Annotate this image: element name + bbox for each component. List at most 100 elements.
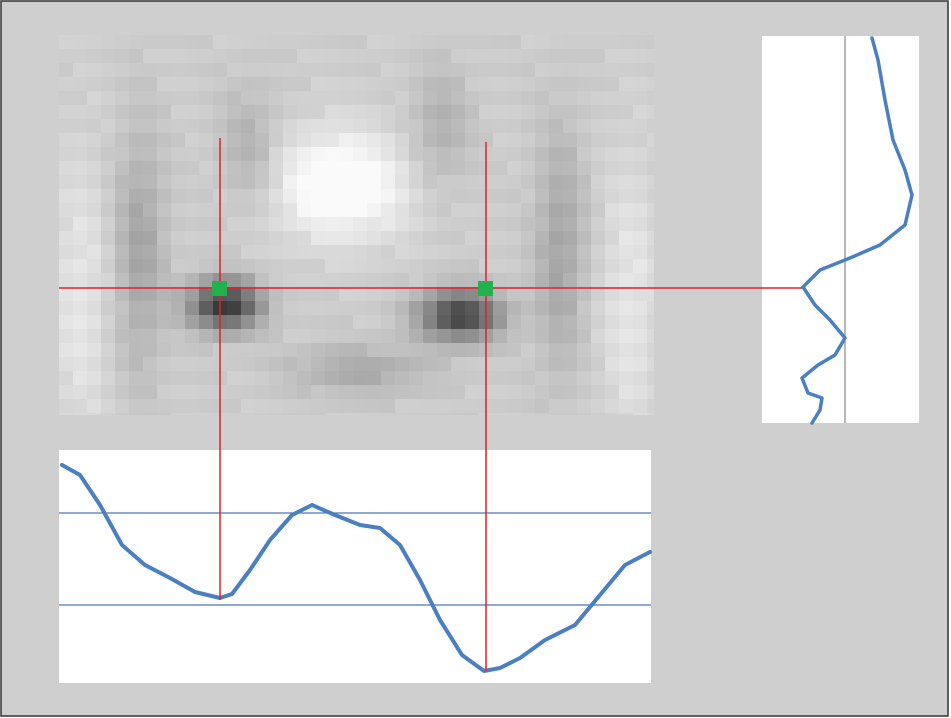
image-pixel — [185, 189, 199, 203]
marker — [212, 281, 227, 296]
image-pixel — [563, 133, 577, 147]
image-pixel — [185, 161, 199, 175]
image-pixel — [171, 371, 185, 385]
image-pixel — [199, 217, 213, 231]
image-pixel — [129, 231, 143, 245]
image-pixel — [577, 413, 591, 415]
image-pixel — [227, 315, 241, 329]
image-pixel — [269, 133, 283, 147]
image-pixel — [549, 371, 563, 385]
image-pixel — [311, 91, 325, 105]
image-pixel — [409, 119, 423, 133]
image-pixel — [409, 399, 423, 413]
image-pixel — [605, 245, 619, 259]
image-pixel — [535, 77, 549, 91]
image-pixel — [493, 217, 507, 231]
image-pixel — [269, 385, 283, 399]
image-pixel — [283, 105, 297, 119]
image-pixel — [465, 119, 479, 133]
image-pixel — [633, 161, 647, 175]
image-pixel — [423, 315, 437, 329]
image-pixel — [647, 217, 654, 231]
image-pixel — [647, 287, 654, 301]
image-pixel — [437, 259, 451, 273]
image-pixel — [115, 357, 129, 371]
image-pixel — [535, 49, 549, 63]
image-pixel — [535, 259, 549, 273]
image-pixel — [227, 147, 241, 161]
image-pixel — [227, 63, 241, 77]
image-pixel — [185, 35, 199, 49]
image-pixel — [213, 91, 227, 105]
image-pixel — [493, 273, 507, 287]
image-pixel — [549, 35, 563, 49]
image-pixel — [115, 287, 129, 301]
image-pixel — [269, 329, 283, 343]
image-pixel — [465, 217, 479, 231]
image-pixel — [157, 175, 171, 189]
image-pixel — [395, 245, 409, 259]
image-pixel — [409, 77, 423, 91]
image-pixel — [255, 189, 269, 203]
image-pixel — [59, 175, 73, 189]
image-pixel — [437, 105, 451, 119]
image-pixel — [633, 175, 647, 189]
image-pixel — [199, 371, 213, 385]
image-pixel — [269, 259, 283, 273]
image-pixel — [241, 245, 255, 259]
image-pixel — [591, 273, 605, 287]
image-pixel — [633, 287, 647, 301]
image-pixel — [549, 259, 563, 273]
image-pixel — [619, 217, 633, 231]
image-pixel — [143, 35, 157, 49]
image-pixel — [437, 175, 451, 189]
image-pixel — [493, 49, 507, 63]
image-pixel — [535, 161, 549, 175]
image-pixel — [423, 343, 437, 357]
image-pixel — [171, 49, 185, 63]
image-pixel — [339, 413, 353, 415]
image-pixel — [507, 133, 521, 147]
image-pixel — [395, 203, 409, 217]
image-pixel — [381, 385, 395, 399]
image-pixel — [563, 105, 577, 119]
image-pixel — [157, 217, 171, 231]
image-pixel — [381, 399, 395, 413]
image-pixel — [577, 301, 591, 315]
image-pixel — [339, 301, 353, 315]
image-pixel — [409, 63, 423, 77]
image-pixel — [367, 329, 381, 343]
image-pixel — [507, 63, 521, 77]
image-pixel — [521, 413, 535, 415]
image-pixel — [143, 329, 157, 343]
image-pixel — [171, 357, 185, 371]
image-pixel — [101, 329, 115, 343]
image-pixel — [325, 133, 339, 147]
image-pixel — [143, 147, 157, 161]
image-pixel — [143, 133, 157, 147]
image-pixel — [101, 175, 115, 189]
image-pixel — [577, 189, 591, 203]
image-pixel — [381, 273, 395, 287]
image-pixel — [255, 315, 269, 329]
image-pixel — [423, 77, 437, 91]
image-pixel — [73, 385, 87, 399]
image-pixel — [87, 217, 101, 231]
image-pixel — [59, 147, 73, 161]
image-pixel — [171, 175, 185, 189]
image-pixel — [157, 413, 171, 415]
image-pixel — [283, 161, 297, 175]
image-pixel — [535, 385, 549, 399]
image-pixel — [367, 301, 381, 315]
image-pixel — [325, 147, 339, 161]
image-pixel — [423, 217, 437, 231]
image-pixel — [115, 161, 129, 175]
image-pixel — [409, 133, 423, 147]
image-pixel — [59, 273, 73, 287]
image-pixel — [157, 133, 171, 147]
image-pixel — [591, 161, 605, 175]
image-pixel — [591, 133, 605, 147]
image-pixel — [367, 91, 381, 105]
image-pixel — [605, 273, 619, 287]
image-pixel — [647, 77, 654, 91]
